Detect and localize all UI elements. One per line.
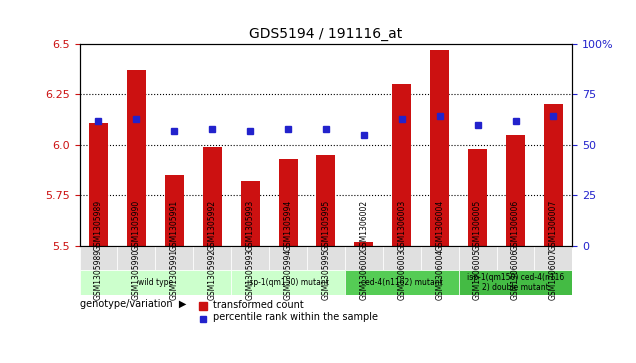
FancyBboxPatch shape: [383, 246, 421, 270]
Bar: [279, 159, 298, 246]
FancyBboxPatch shape: [231, 270, 345, 295]
Text: genotype/variation  ▶: genotype/variation ▶: [80, 299, 186, 309]
Text: GSM1306007: GSM1306007: [549, 200, 558, 251]
Text: GSM1306003: GSM1306003: [398, 200, 406, 251]
FancyBboxPatch shape: [80, 246, 118, 270]
Text: GSM1306004: GSM1306004: [435, 200, 444, 251]
Text: GSM1305994: GSM1305994: [284, 200, 293, 251]
FancyBboxPatch shape: [307, 246, 345, 270]
Text: percentile rank within the sample: percentile rank within the sample: [212, 313, 378, 322]
Text: GSM1306004: GSM1306004: [435, 249, 444, 300]
Text: GSM1306007: GSM1306007: [549, 249, 558, 300]
Bar: [165, 175, 184, 246]
Text: GSM1305991: GSM1305991: [170, 249, 179, 300]
Text: GSM1305995: GSM1305995: [321, 200, 331, 251]
Text: GSM1305992: GSM1305992: [208, 200, 217, 251]
Bar: [89, 123, 108, 246]
Bar: [240, 181, 259, 246]
FancyBboxPatch shape: [497, 246, 534, 270]
FancyBboxPatch shape: [345, 270, 459, 295]
FancyBboxPatch shape: [155, 246, 193, 270]
FancyBboxPatch shape: [534, 246, 572, 270]
Bar: [544, 104, 563, 246]
FancyBboxPatch shape: [80, 270, 231, 295]
Text: GSM1306006: GSM1306006: [511, 200, 520, 251]
Bar: [392, 84, 411, 246]
FancyBboxPatch shape: [118, 246, 155, 270]
Text: GSM1305990: GSM1305990: [132, 249, 141, 300]
Text: GSM1305995: GSM1305995: [321, 249, 331, 300]
Text: GSM1305989: GSM1305989: [94, 249, 103, 300]
Text: wild type: wild type: [138, 278, 173, 287]
Text: GSM1305990: GSM1305990: [132, 200, 141, 251]
FancyBboxPatch shape: [193, 246, 231, 270]
Bar: [354, 242, 373, 246]
Text: GSM1305993: GSM1305993: [245, 249, 254, 300]
Title: GDS5194 / 191116_at: GDS5194 / 191116_at: [249, 27, 403, 41]
Text: ced-4(n1162) mutant: ced-4(n1162) mutant: [361, 278, 443, 287]
Bar: [468, 149, 487, 246]
Text: GSM1306005: GSM1306005: [473, 249, 482, 300]
FancyBboxPatch shape: [345, 246, 383, 270]
Text: GSM1306003: GSM1306003: [398, 249, 406, 300]
Text: GSM1306006: GSM1306006: [511, 249, 520, 300]
Text: GSM1305989: GSM1305989: [94, 200, 103, 251]
Text: isp-1(qm150) ced-4(n116
2) double mutant: isp-1(qm150) ced-4(n116 2) double mutant: [467, 273, 564, 292]
Text: GSM1305991: GSM1305991: [170, 200, 179, 251]
FancyBboxPatch shape: [269, 246, 307, 270]
Bar: [317, 155, 335, 246]
FancyBboxPatch shape: [231, 246, 269, 270]
Text: GSM1305994: GSM1305994: [284, 249, 293, 300]
Text: GSM1305992: GSM1305992: [208, 249, 217, 300]
Text: GSM1306002: GSM1306002: [359, 249, 368, 300]
FancyBboxPatch shape: [459, 246, 497, 270]
Bar: [203, 147, 222, 246]
Text: GSM1305993: GSM1305993: [245, 200, 254, 251]
Bar: [430, 50, 449, 246]
Text: GSM1306002: GSM1306002: [359, 200, 368, 251]
Bar: [127, 70, 146, 246]
Text: isp-1(qm150) mutant: isp-1(qm150) mutant: [247, 278, 329, 287]
FancyBboxPatch shape: [459, 270, 572, 295]
Text: GSM1306005: GSM1306005: [473, 200, 482, 251]
Bar: [506, 135, 525, 246]
Text: transformed count: transformed count: [212, 299, 303, 310]
FancyBboxPatch shape: [421, 246, 459, 270]
